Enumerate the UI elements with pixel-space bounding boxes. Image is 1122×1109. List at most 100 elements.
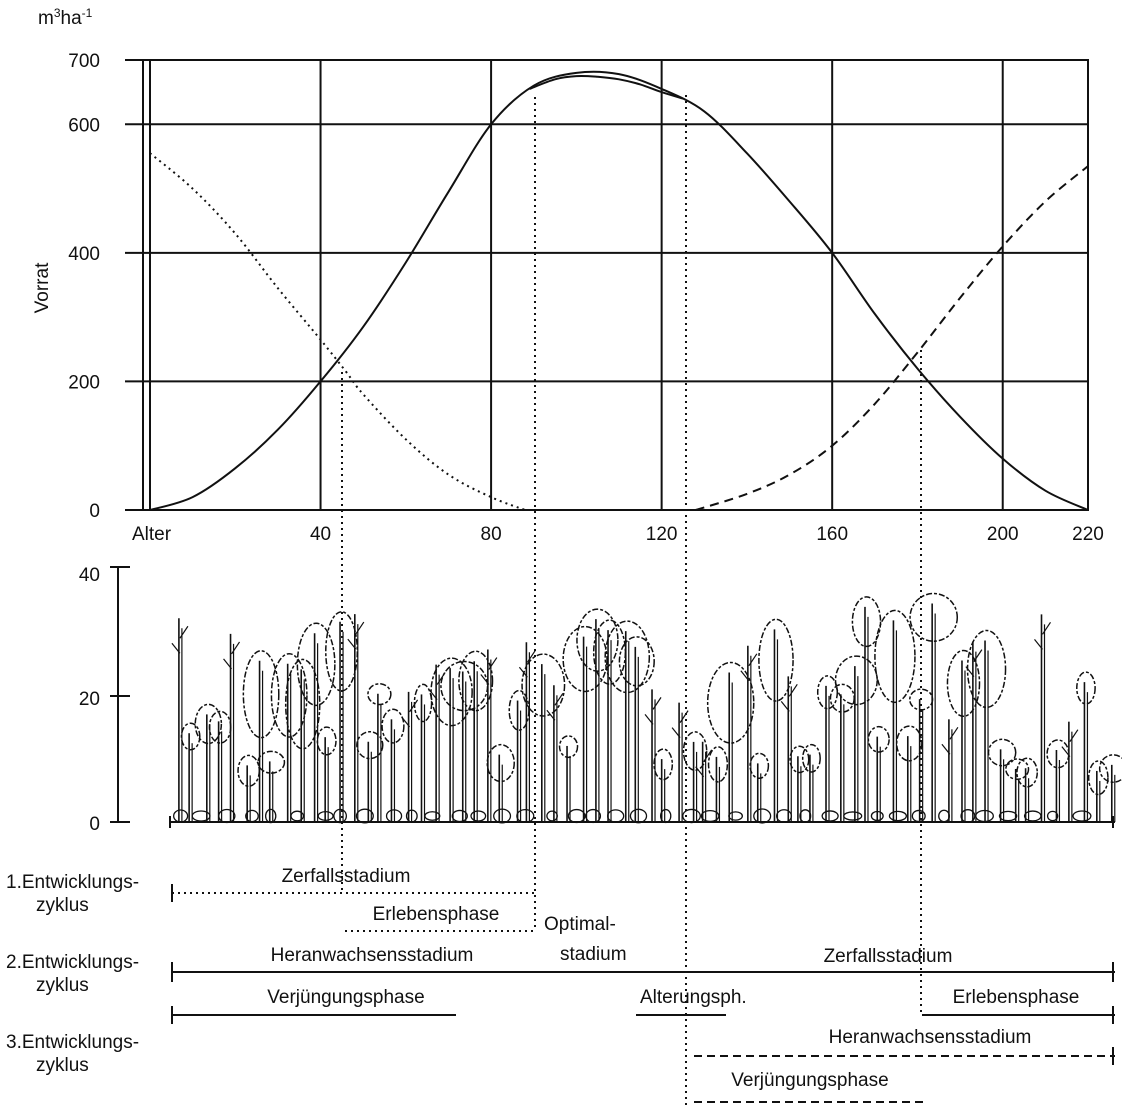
undergrowth-shrub [546,810,558,822]
tree-crown [816,675,839,710]
tree-crown [834,655,878,706]
cycle-label: 1.Entwicklungs- [6,872,139,893]
tree-branch [554,692,564,706]
tree-crown [749,752,770,780]
tree-drawing [895,725,923,822]
tree-crown [1098,754,1122,783]
tree-branch [695,766,705,778]
tree-crown [521,653,566,717]
tree-branch [347,638,357,650]
tree-crown [486,743,515,783]
tree-crown [758,618,794,702]
tree-drawing [1098,754,1122,822]
tree-drawing [1061,721,1079,822]
undergrowth-shrub [975,809,994,823]
tree-branch [644,714,654,725]
tree-crown [458,650,494,712]
tree-crown [789,745,810,774]
tree-crown [682,731,708,771]
tree-branch [546,709,556,721]
undergrowth-shrub [191,810,211,822]
undergrowth-shrub [938,809,950,823]
tree-drawing [518,642,536,822]
tree-drawing [486,743,515,822]
undergrowth-shrub [264,808,277,824]
tree-drawing [941,719,959,822]
undergrowth-shrub [998,810,1018,822]
tree-crown [1076,671,1096,705]
tree-branch [788,683,798,697]
tree-drawing [480,649,498,822]
undergrowth-shrub [405,809,418,823]
x-tick-label: 220 [1072,524,1104,545]
undergrowth-shrub [585,808,602,824]
tree-drawing [1087,760,1109,822]
tree-drawing [1046,739,1070,822]
tree-crown [867,725,890,753]
tree-drawing [966,629,1007,822]
tree-drawing [347,614,365,822]
tree-drawing [558,735,579,822]
tree-crown [895,725,923,762]
tree-crown [966,629,1007,709]
x-tick-label: 160 [816,524,848,545]
tree-drawing [671,702,689,822]
tree-crown [558,735,579,759]
tree-crown [707,746,729,783]
tree-crown [367,683,392,706]
y-tick-label: 200 [68,372,100,393]
phase-label: Alterungsph. [640,987,747,1008]
tree-drawing [740,645,758,822]
cycle-label: zyklus [36,975,89,996]
undergrowth-shrub [799,809,812,823]
tree-branch [973,649,983,662]
undergrowth-shrub [385,809,403,823]
undergrowth-shrub [355,808,374,824]
tree-branch [223,658,233,670]
phase-label: Verjüngungsphase [267,987,424,1008]
tree-drawing [946,649,981,822]
tree-branch [179,625,189,639]
tree-crown [257,750,286,774]
tree-crown [1016,757,1039,788]
tree-crown [562,625,608,693]
tree-crown [874,609,916,704]
undergrowth-shrub [607,809,625,823]
tree-drawing [695,741,713,822]
tree-drawing [430,657,473,822]
tree-crown [180,722,201,751]
tree-drawing [413,683,433,822]
x-tick-label: Alter [132,524,172,545]
undergrowth-shrub [173,809,189,823]
tree-crown [604,620,651,694]
tree-drawing [1076,671,1096,822]
tree-drawing [257,750,286,822]
tree-crown [356,730,384,760]
tree-branch [1042,621,1052,635]
tree-drawing [546,685,564,822]
tree-drawing [208,710,232,822]
tree-drawing [562,625,608,822]
phase-label: stadium [560,944,627,965]
tree-branch [409,699,419,713]
undergrowth-shrub [960,809,976,823]
tree-crown [618,636,655,687]
tree-branch [941,743,951,755]
undergrowth-shrub [1072,810,1092,822]
height-tick-label: 20 [79,689,100,710]
tree-drawing [458,650,494,822]
undergrowth-shrub [567,808,586,824]
tree-crown [851,596,882,648]
tree-crown [270,652,308,738]
height-tick-label: 40 [79,565,100,586]
phase-label: Optimal- [544,914,616,935]
tree-crown [829,683,855,713]
undergrowth-shrub [424,811,441,821]
tree-drawing [242,650,280,822]
tree-drawing [604,620,651,822]
x-tick-label: 80 [481,524,502,545]
tree-drawing [440,660,489,822]
x-tick-label: 120 [646,524,678,545]
undergrowth-shrub [1046,810,1059,822]
